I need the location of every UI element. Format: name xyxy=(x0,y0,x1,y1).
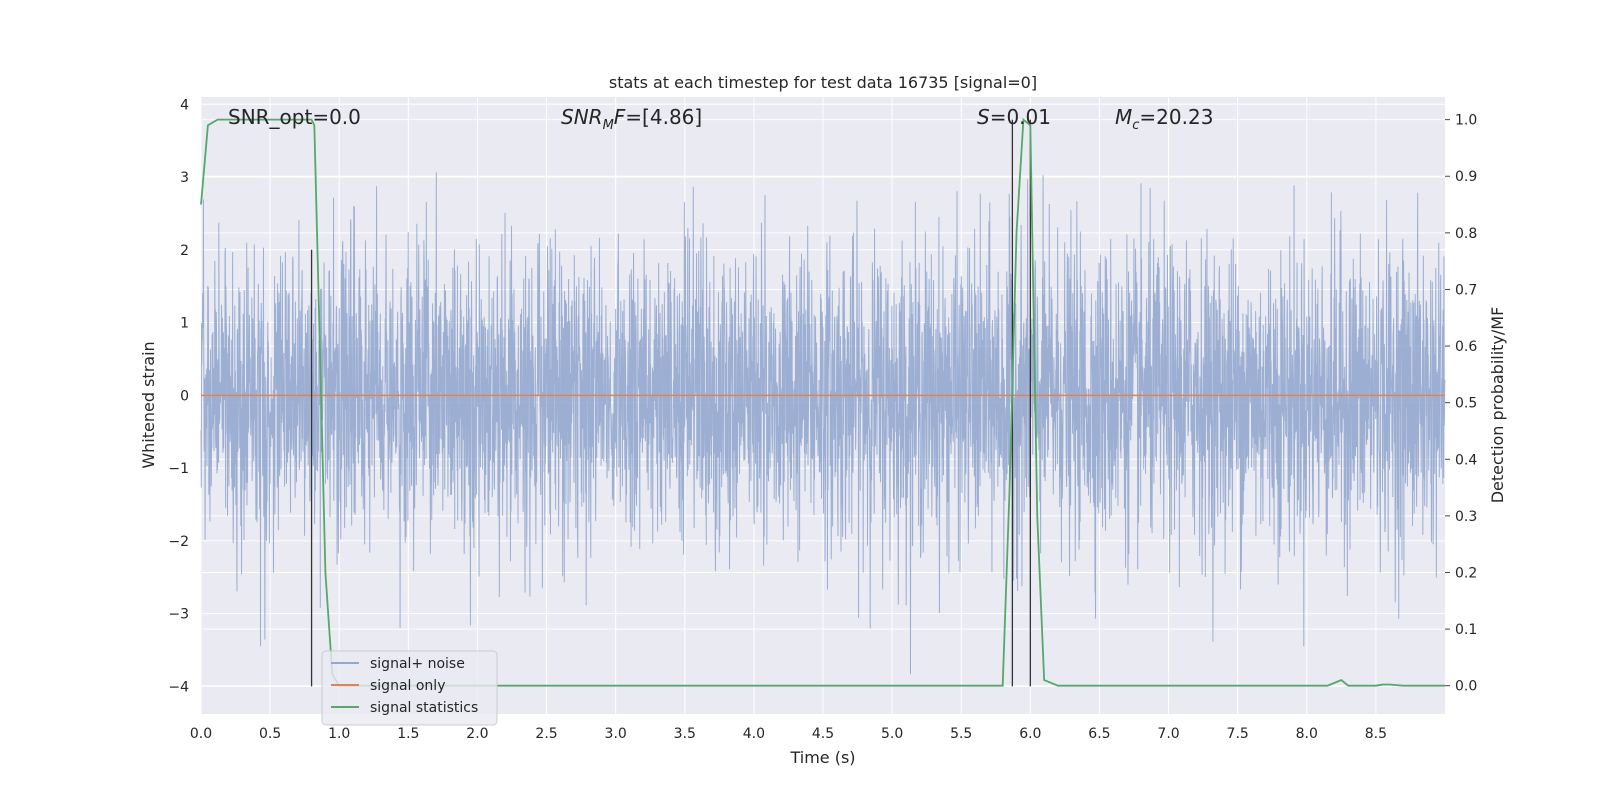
x-tick-label: 2.0 xyxy=(466,726,488,742)
y-tick-label: 2 xyxy=(180,243,189,259)
x-tick-label: 4.0 xyxy=(743,726,765,742)
signal-statistics-line xyxy=(200,117,1445,687)
series-signal-statistics xyxy=(200,117,1445,687)
y-tick-label: 1 xyxy=(180,316,189,332)
y-axis-right-label: Detection probability/MF xyxy=(1488,307,1507,504)
snr-mf-subscript: M xyxy=(603,118,614,133)
legend: signal+ noise signal only signal statist… xyxy=(321,650,498,726)
y-tick-label: −3 xyxy=(168,607,189,623)
mc-label: M xyxy=(1115,105,1132,129)
y-right-tick-label: 0.8 xyxy=(1455,226,1477,242)
y-tick-label: −4 xyxy=(168,679,189,695)
x-tick-label: 5.5 xyxy=(950,726,972,742)
x-tick-label: 4.5 xyxy=(812,726,834,742)
x-tick-label: 2.5 xyxy=(535,726,557,742)
annotation-s: S=0.01 xyxy=(977,105,1051,129)
y-right-tick-label: 0.4 xyxy=(1455,452,1477,468)
x-tick-label: 7.0 xyxy=(1157,726,1179,742)
snr-mf-label: SNR xyxy=(561,105,603,129)
series-signal-noise xyxy=(200,172,1446,675)
legend-label-signal-noise: signal+ noise xyxy=(370,656,465,672)
annotation-snr-opt: SNR_opt=0.0 xyxy=(228,105,361,129)
y-tick-label: 0 xyxy=(180,388,189,404)
legend-label-signal-only: signal only xyxy=(370,678,445,694)
x-tick-label: 5.0 xyxy=(881,726,903,742)
x-axis-ticks: 0.0 0.5 1.0 1.5 2.0 2.5 3.0 3.5 4.0 4.5 5.0 5.5 6.0 6… xyxy=(190,726,1387,742)
annotation-snr-mf: SNRMF=[4.86] xyxy=(561,105,702,133)
x-tick-label: 1.0 xyxy=(328,726,350,742)
y-right-tick-label: 0.5 xyxy=(1455,396,1477,412)
x-tick-label: 0.5 xyxy=(259,726,281,742)
x-tick-label: 8.5 xyxy=(1365,726,1387,742)
y-tick-label: 4 xyxy=(180,97,189,113)
annotation-mc: Mc=20.23 xyxy=(1115,105,1213,133)
y-tick-label: 3 xyxy=(180,170,189,186)
x-tick-label: 6.5 xyxy=(1088,726,1110,742)
y-right-tick-label: 0.1 xyxy=(1455,622,1477,638)
s-label: S xyxy=(977,105,990,129)
y-right-tick-label: 0.0 xyxy=(1455,679,1477,695)
noise-line xyxy=(200,172,1446,675)
x-tick-label: 3.0 xyxy=(605,726,627,742)
x-tick-label: 6.0 xyxy=(1019,726,1041,742)
snr-mf-label-suffix: F xyxy=(614,105,626,129)
y-axis-right-ticks: 1.0 0.9 0.8 0.7 0.6 0.5 0.4 0.3 0.2 0.1 0.0 xyxy=(1445,113,1477,695)
y-right-tick-label: 0.3 xyxy=(1455,509,1477,525)
legend-label-signal-statistics: signal statistics xyxy=(370,700,478,716)
snr-mf-value: =[4.86] xyxy=(625,105,702,129)
y-axis-label: Whitened strain xyxy=(139,341,158,468)
mc-value: =20.23 xyxy=(1139,105,1213,129)
x-axis-label: Time (s) xyxy=(789,748,855,767)
x-tick-label: 0.0 xyxy=(190,726,212,742)
y-axis-ticks: 4 3 2 1 0 −1 −2 −3 −4 xyxy=(168,97,189,695)
chart-title: stats at each timestep for test data 167… xyxy=(609,73,1037,92)
y-right-tick-label: 1.0 xyxy=(1455,113,1477,129)
y-right-tick-label: 0.2 xyxy=(1455,565,1477,581)
mc-subscript: c xyxy=(1132,118,1139,133)
y-right-tick-label: 0.6 xyxy=(1455,339,1477,355)
x-tick-label: 3.5 xyxy=(674,726,696,742)
x-tick-label: 7.5 xyxy=(1227,726,1249,742)
s-value: =0.01 xyxy=(990,105,1051,129)
y-tick-label: −2 xyxy=(168,534,189,550)
y-tick-label: −1 xyxy=(168,461,189,477)
y-right-tick-label: 0.7 xyxy=(1455,282,1477,298)
legend-box xyxy=(321,650,498,726)
y-right-tick-label: 0.9 xyxy=(1455,169,1477,185)
x-tick-label: 8.0 xyxy=(1296,726,1318,742)
x-tick-label: 1.5 xyxy=(397,726,419,742)
